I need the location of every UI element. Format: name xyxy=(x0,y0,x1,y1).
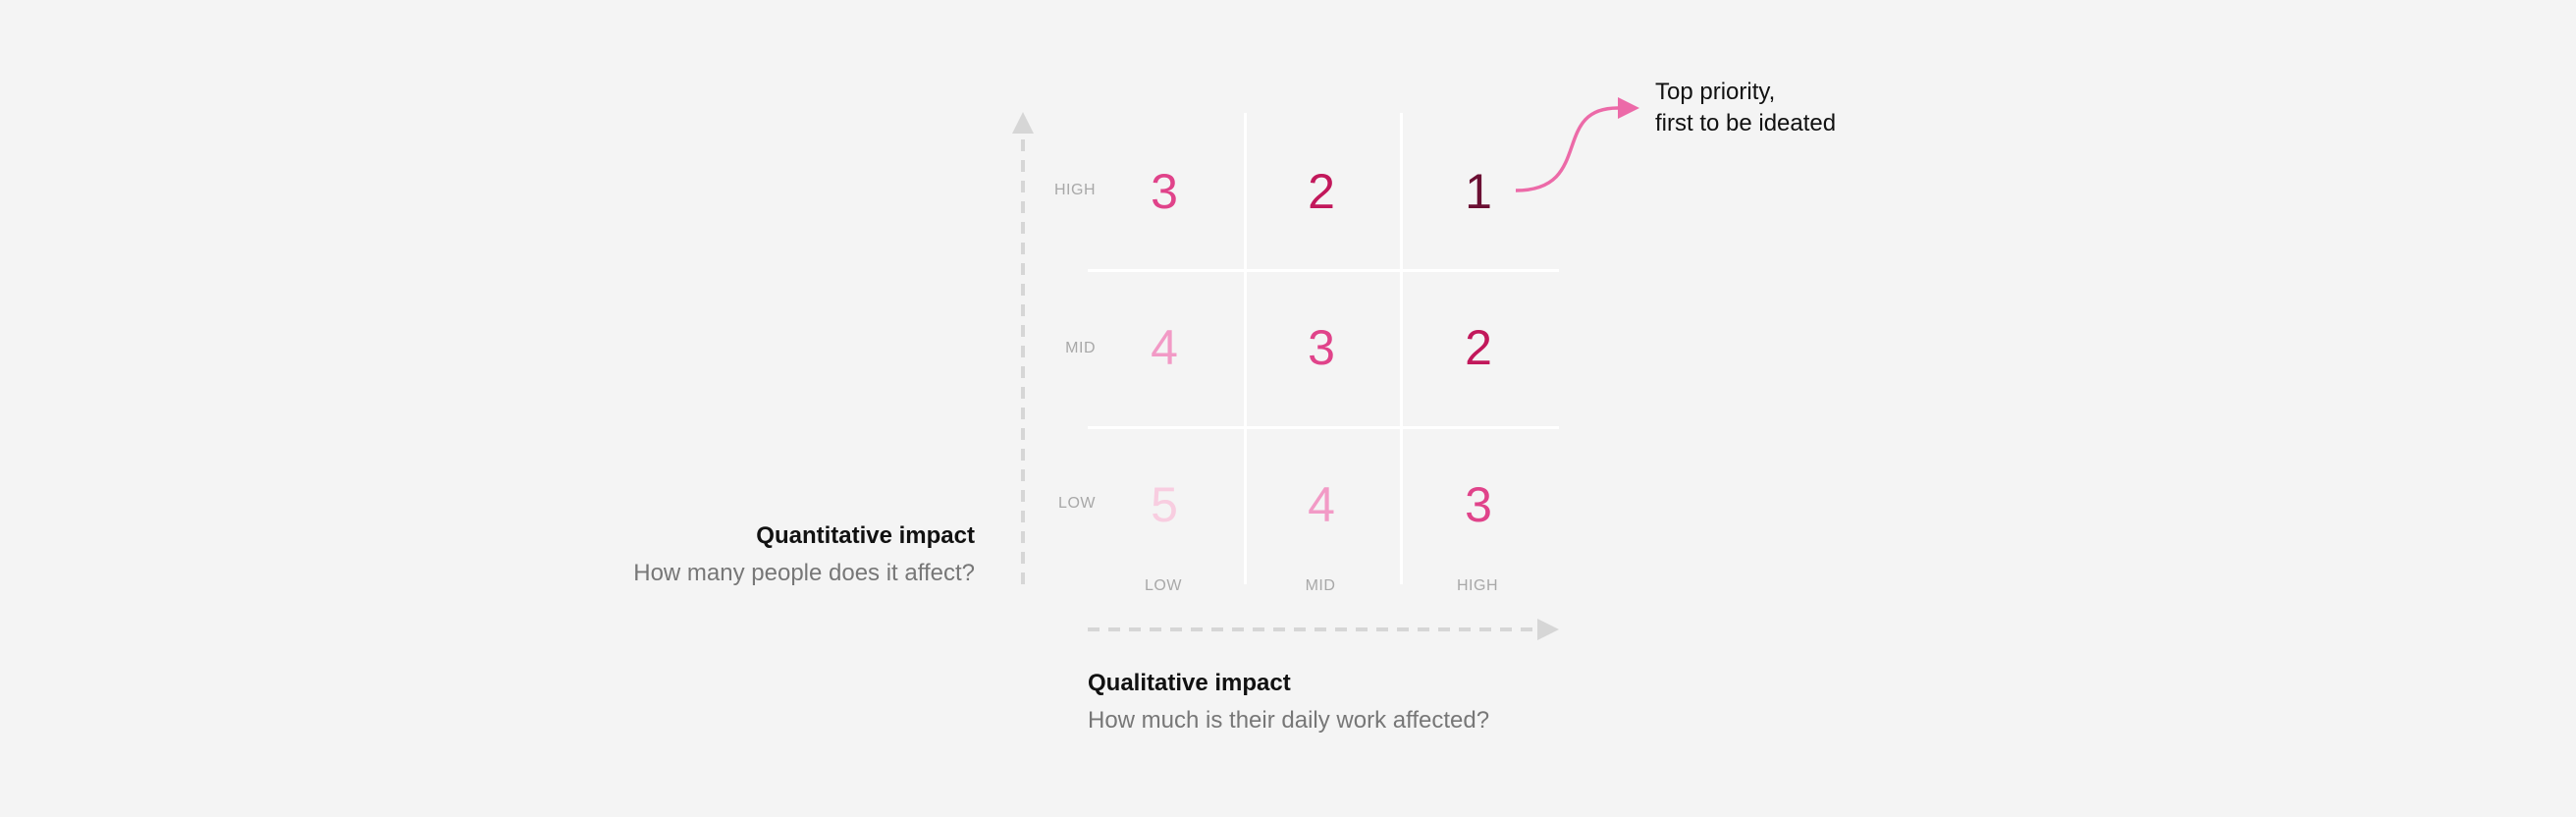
row-label-mid: MID xyxy=(1065,340,1096,356)
annotation-arrow-head xyxy=(1618,97,1639,119)
x-axis-title: Qualitative impact xyxy=(1088,670,1291,696)
x-axis-arrow-head xyxy=(1537,619,1559,640)
cell-mid-high: 2 xyxy=(1465,320,1492,375)
cell-mid-mid: 3 xyxy=(1308,320,1335,375)
col-label-high: HIGH xyxy=(1457,577,1498,594)
cell-low-mid: 4 xyxy=(1308,477,1335,532)
grid-line-horizontal-2 xyxy=(1088,426,1559,429)
annotation-text-line-2: first to be ideated xyxy=(1655,110,1837,136)
grid-line-vertical-1 xyxy=(1244,113,1247,584)
cell-mid-low: 4 xyxy=(1151,320,1178,375)
annotation-text-line-1: Top priority, xyxy=(1655,79,1776,105)
cell-high-low: 3 xyxy=(1151,164,1178,219)
y-axis-title: Quantitative impact xyxy=(756,522,975,549)
y-axis-subtitle: How many people does it affect? xyxy=(633,560,975,586)
row-label-low: LOW xyxy=(1058,495,1096,512)
col-label-mid: MID xyxy=(1305,577,1336,594)
annotation-arrow-curve xyxy=(1515,106,1621,192)
cell-low-high: 3 xyxy=(1465,477,1492,532)
cell-low-low: 5 xyxy=(1151,477,1178,532)
grid-line-vertical-2 xyxy=(1400,113,1403,584)
x-axis-subtitle: How much is their daily work affected? xyxy=(1088,707,1490,734)
cell-high-high: 1 xyxy=(1465,164,1492,219)
row-label-high: HIGH xyxy=(1054,182,1096,198)
cell-high-mid: 2 xyxy=(1308,164,1335,219)
col-label-low: LOW xyxy=(1145,577,1182,594)
y-axis-arrow-head xyxy=(1012,112,1034,134)
grid-line-horizontal-1 xyxy=(1088,269,1559,272)
